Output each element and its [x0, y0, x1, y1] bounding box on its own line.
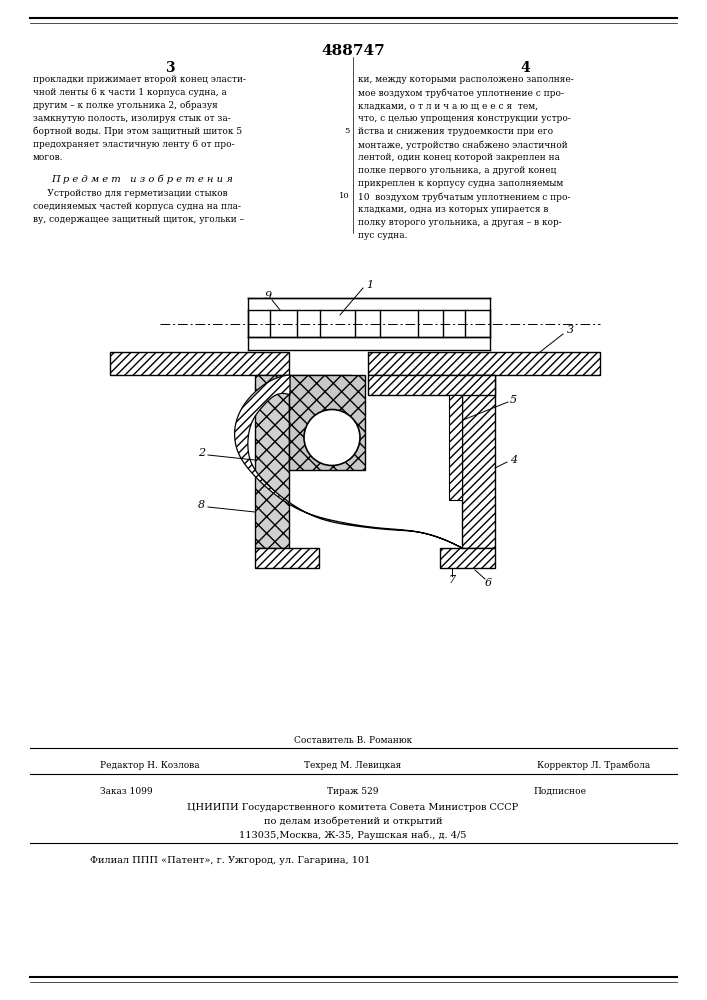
Text: 9: 9 [264, 291, 271, 301]
Text: 10  воздухом трубчатым уплотнением с про-: 10 воздухом трубчатым уплотнением с про- [358, 192, 571, 202]
Bar [255, 375, 289, 548]
Text: 7: 7 [448, 575, 455, 585]
Text: 8: 8 [198, 500, 205, 510]
Text: могов.: могов. [33, 153, 64, 162]
Text: что, с целью упрощения конструкции устро-: что, с целью упрощения конструкции устро… [358, 114, 571, 123]
Text: Устройство для герметизации стыков: Устройство для герметизации стыков [33, 189, 228, 198]
Text: Корректор Л. Трамбола: Корректор Л. Трамбола [537, 761, 650, 770]
Bar [255, 548, 319, 568]
Text: по делам изобретений и открытий: по делам изобретений и открытий [264, 816, 443, 826]
Text: кладками, о т л и ч а ю щ е е с я  тем,: кладками, о т л и ч а ю щ е е с я тем, [358, 101, 538, 110]
Text: соединяемых частей корпуса судна на пла-: соединяемых частей корпуса судна на пла- [33, 202, 241, 211]
Text: 3: 3 [566, 325, 573, 335]
Text: 488747: 488747 [321, 44, 385, 58]
Bar [368, 375, 495, 395]
Text: 10: 10 [339, 192, 350, 200]
Bar [110, 352, 289, 375]
Text: 3: 3 [165, 61, 175, 75]
Text: чной ленты 6 к части 1 корпуса судна, а: чной ленты 6 к части 1 корпуса судна, а [33, 88, 227, 97]
Text: 5: 5 [344, 127, 350, 135]
Text: Тираж 529: Тираж 529 [327, 787, 379, 796]
Text: Техред М. Левицкая: Техред М. Левицкая [305, 761, 402, 770]
Text: Филиал ППП «Патент», г. Ужгород, ул. Гагарина, 101: Филиал ППП «Патент», г. Ужгород, ул. Гаг… [90, 856, 370, 865]
Text: бортной воды. При этом защитный шиток 5: бортной воды. При этом защитный шиток 5 [33, 127, 242, 136]
Text: полке первого угольника, а другой конец: полке первого угольника, а другой конец [358, 166, 556, 175]
Text: 113035,Москва, Ж-35, Раушская наб., д. 4/5: 113035,Москва, Ж-35, Раушская наб., д. 4… [239, 830, 467, 840]
Polygon shape [235, 375, 462, 548]
Text: замкнутую полость, изолируя стык от за-: замкнутую полость, изолируя стык от за- [33, 114, 230, 123]
Text: лентой, один конец которой закреплен на: лентой, один конец которой закреплен на [358, 153, 560, 162]
Text: Заказ 1099: Заказ 1099 [100, 787, 153, 796]
Text: монтаже, устройство снабжено эластичной: монтаже, устройство снабжено эластичной [358, 140, 568, 149]
Text: прокладки прижимает второй конец эласти-: прокладки прижимает второй конец эласти- [33, 75, 246, 84]
Bar [289, 375, 365, 470]
Bar [449, 395, 462, 500]
Text: 5: 5 [510, 395, 517, 405]
Text: мое воздухом трубчатое уплотнение с про-: мое воздухом трубчатое уплотнение с про- [358, 88, 564, 98]
Text: 1: 1 [366, 280, 373, 290]
Text: ву, содержащее защитный щиток, угольки –: ву, содержащее защитный щиток, угольки – [33, 215, 244, 224]
Text: кладками, одна из которых упирается в: кладками, одна из которых упирается в [358, 205, 549, 214]
Text: ки, между которыми расположено заполняе-: ки, между которыми расположено заполняе- [358, 75, 574, 84]
Circle shape [304, 410, 360, 466]
Bar [440, 548, 495, 568]
Bar [462, 375, 495, 548]
Text: полку второго угольника, а другая – в кор-: полку второго угольника, а другая – в ко… [358, 218, 562, 227]
Text: прикреплен к корпусу судна заполняемым: прикреплен к корпусу судна заполняемым [358, 179, 563, 188]
Bar [368, 352, 600, 375]
Text: йства и снижения трудоемкости при его: йства и снижения трудоемкости при его [358, 127, 553, 136]
Text: 2: 2 [198, 448, 205, 458]
Text: 4: 4 [520, 61, 530, 75]
Text: предохраняет эластичную ленту 6 от про-: предохраняет эластичную ленту 6 от про- [33, 140, 235, 149]
Text: П р е д м е т   и з о б р е т е н и я: П р е д м е т и з о б р е т е н и я [51, 174, 233, 184]
Text: пус судна.: пус судна. [358, 231, 407, 240]
Bar [289, 375, 352, 395]
Text: ЦНИИПИ Государственного комитета Совета Министров СССР: ЦНИИПИ Государственного комитета Совета … [187, 803, 519, 812]
Text: 4: 4 [510, 455, 517, 465]
Text: Составитель В. Романюк: Составитель В. Романюк [294, 736, 412, 745]
Text: другим – к полке угольника 2, образуя: другим – к полке угольника 2, образуя [33, 101, 218, 110]
Text: 6: 6 [484, 578, 491, 588]
Text: Подписное: Подписное [534, 787, 587, 796]
Text: Редактор Н. Козлова: Редактор Н. Козлова [100, 761, 199, 770]
